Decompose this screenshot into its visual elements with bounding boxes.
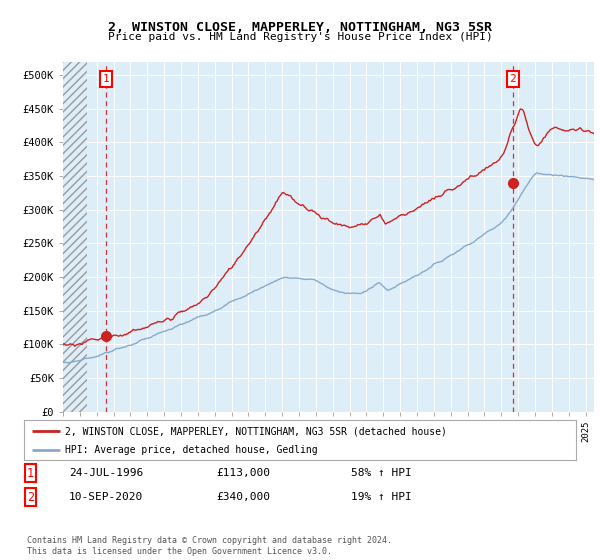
Text: 10-SEP-2020: 10-SEP-2020 bbox=[69, 492, 143, 502]
Text: 58% ↑ HPI: 58% ↑ HPI bbox=[351, 468, 412, 478]
Text: Price paid vs. HM Land Registry's House Price Index (HPI): Price paid vs. HM Land Registry's House … bbox=[107, 32, 493, 42]
Text: 2, WINSTON CLOSE, MAPPERLEY, NOTTINGHAM, NG3 5SR (detached house): 2, WINSTON CLOSE, MAPPERLEY, NOTTINGHAM,… bbox=[65, 426, 447, 436]
Text: 1: 1 bbox=[27, 466, 34, 480]
Text: £340,000: £340,000 bbox=[216, 492, 270, 502]
Text: HPI: Average price, detached house, Gedling: HPI: Average price, detached house, Gedl… bbox=[65, 445, 318, 455]
Text: 2, WINSTON CLOSE, MAPPERLEY, NOTTINGHAM, NG3 5SR: 2, WINSTON CLOSE, MAPPERLEY, NOTTINGHAM,… bbox=[108, 21, 492, 34]
Text: 19% ↑ HPI: 19% ↑ HPI bbox=[351, 492, 412, 502]
Bar bbox=[63, 62, 86, 412]
Text: 2: 2 bbox=[27, 491, 34, 504]
Text: £113,000: £113,000 bbox=[216, 468, 270, 478]
Text: 24-JUL-1996: 24-JUL-1996 bbox=[69, 468, 143, 478]
Text: 2: 2 bbox=[509, 74, 516, 84]
Text: Contains HM Land Registry data © Crown copyright and database right 2024.
This d: Contains HM Land Registry data © Crown c… bbox=[27, 536, 392, 556]
Text: 1: 1 bbox=[103, 74, 110, 84]
